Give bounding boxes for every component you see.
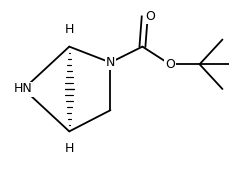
Text: H: H	[64, 142, 74, 155]
Text: N: N	[105, 56, 115, 69]
Text: O: O	[145, 10, 155, 23]
Text: HN: HN	[14, 82, 33, 96]
Text: H: H	[64, 23, 74, 36]
Text: O: O	[164, 58, 174, 71]
